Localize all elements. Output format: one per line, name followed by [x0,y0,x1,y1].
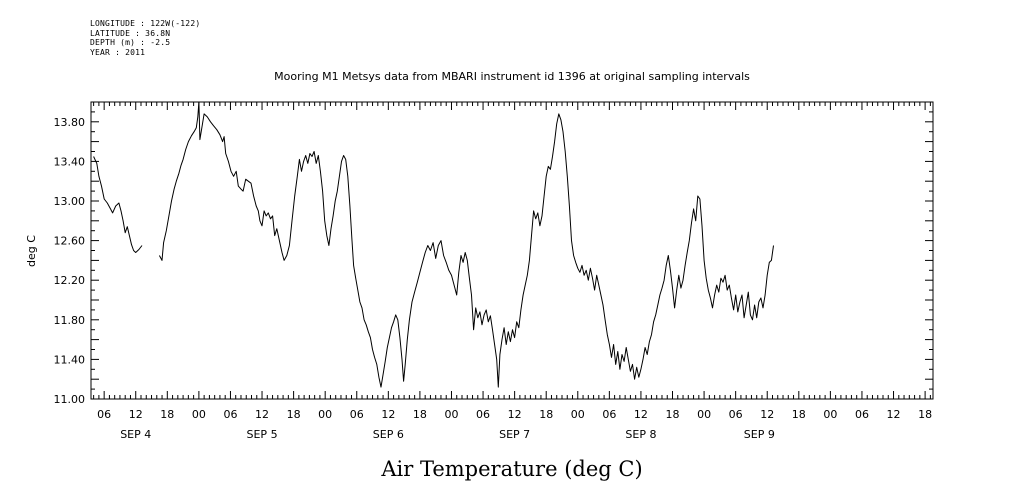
x-tick-label: 12 [508,408,522,421]
y-tick-label: 13.80 [54,116,86,129]
x-tick-label: 18 [539,408,553,421]
y-tick-label: 11.00 [54,393,86,406]
y-tick-label: 12.20 [54,274,86,287]
date-label: SEP 6 [373,428,404,441]
x-tick-label: 12 [887,408,901,421]
x-tick-label: 00 [823,408,837,421]
x-tick-label: 00 [571,408,585,421]
y-tick-label: 11.40 [54,353,86,366]
x-tick-label: 00 [697,408,711,421]
date-label: SEP 8 [625,428,656,441]
x-tick-label: 18 [918,408,932,421]
y-axis: 11.00 11.40 11.80 12.20 12.60 13.00 13.40 13.80 [54,101,933,406]
x-tick-label: 18 [160,408,174,421]
x-tick-label: 00 [192,408,206,421]
x-tick-label: 06 [223,408,237,421]
x-tick-label: 00 [444,408,458,421]
x-tick-label: 06 [855,408,869,421]
series-line-2 [158,101,774,388]
y-tick-label: 11.80 [54,314,86,327]
x-tick-label: 06 [350,408,364,421]
x-axis-label: Air Temperature (deg C) [380,457,642,481]
x-tick-label: 06 [602,408,616,421]
date-label: SEP 7 [499,428,530,441]
y-axis-label: deg C [25,235,38,267]
meta-latitude: LATITUDE : 36.8N [90,28,171,38]
x-tick-label: 06 [476,408,490,421]
x-tick-label: 06 [97,408,111,421]
x-tick-label: 12 [634,408,648,421]
y-tick-label: 13.40 [54,155,86,168]
meta-year: YEAR : 2011 [90,47,146,57]
date-label: SEP 5 [247,428,278,441]
x-tick-label: 12 [129,408,143,421]
date-label: SEP 4 [120,428,151,441]
x-tick-label: 18 [413,408,427,421]
x-tick-label: 12 [255,408,269,421]
meta-longitude: LONGITUDE : 122W(-122) [90,19,201,28]
x-tick-label: 18 [287,408,301,421]
x-tick-label: 18 [792,408,806,421]
x-tick-label: 12 [760,408,774,421]
x-tick-label: 06 [729,408,743,421]
x-tick-label: 18 [666,408,680,421]
x-axis: 06 12 18 00 06 12 18 00 06 12 18 00 06 12 18 00 06 12 18 00… [93,102,932,441]
meta-depth: DEPTH (m) : -2.5 [90,38,171,47]
chart-title: Mooring M1 Metsys data from MBARI instru… [274,70,750,83]
metadata-block: LONGITUDE : 122W(-122) LATITUDE : 36.8N … [90,19,200,57]
series-group [93,101,774,388]
y-tick-label: 12.60 [54,235,86,248]
x-tick-label: 12 [381,408,395,421]
plot-frame [90,101,934,400]
series-line-1 [93,156,143,253]
y-tick-label: 13.00 [54,195,86,208]
date-label: SEP 9 [744,428,775,441]
x-tick-label: 00 [318,408,332,421]
